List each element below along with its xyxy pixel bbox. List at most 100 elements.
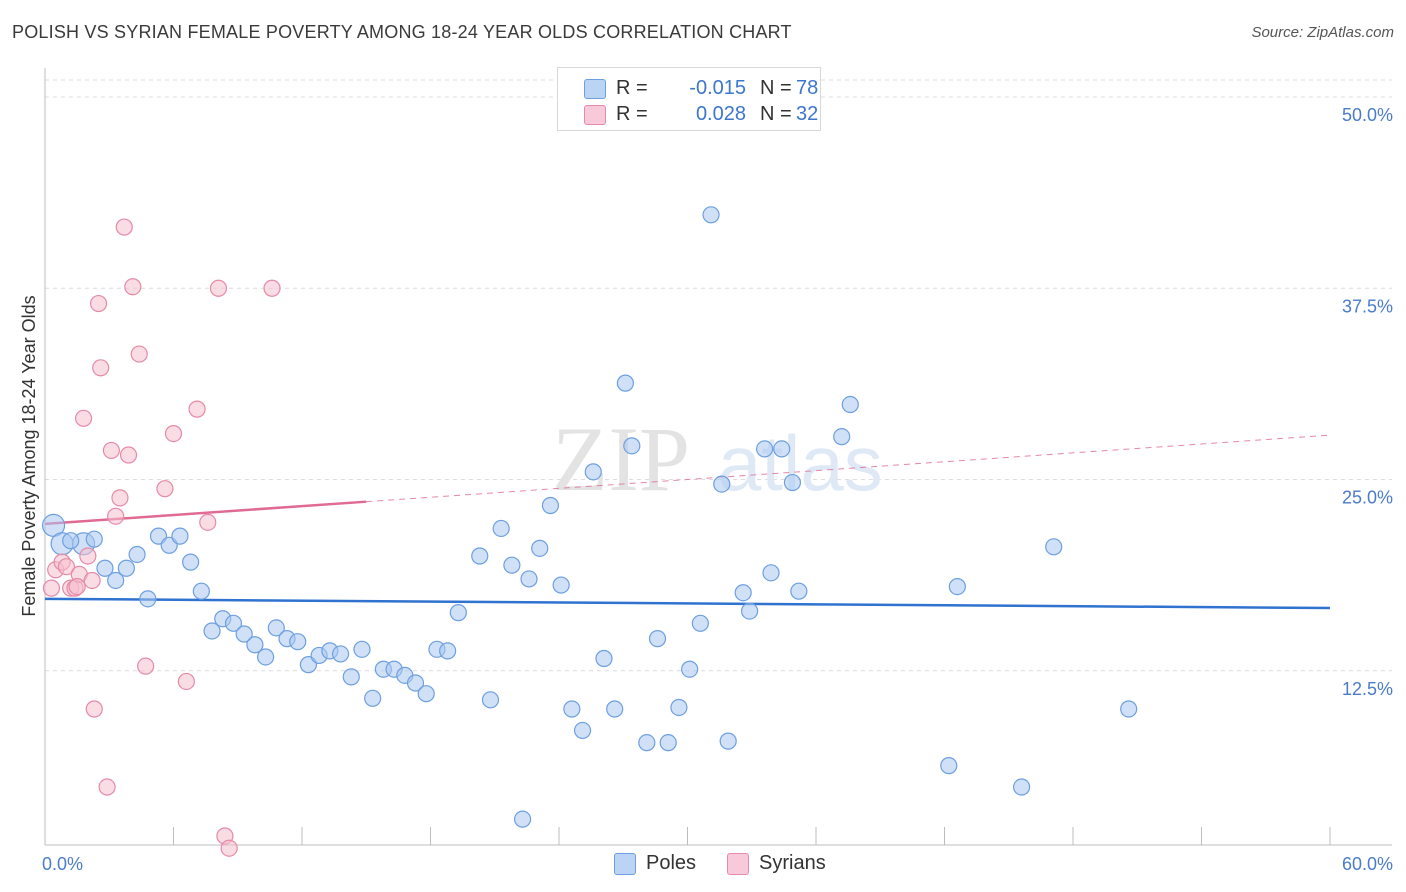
data-point-syrians <box>220 839 238 857</box>
data-point-poles <box>492 519 510 538</box>
data-point-poles <box>659 734 677 752</box>
data-point-poles <box>342 668 360 686</box>
data-point-poles <box>541 496 560 515</box>
data-point-syrians <box>130 345 148 363</box>
data-point-poles <box>552 576 570 594</box>
data-point-poles <box>364 689 382 707</box>
data-point-poles <box>417 685 435 703</box>
legend-swatch-poles <box>584 79 606 99</box>
data-point-syrians <box>42 579 61 597</box>
data-point-poles <box>520 570 538 588</box>
data-point-poles <box>584 463 602 481</box>
x-tick-label-min: 0.0% <box>42 854 83 874</box>
data-point-poles <box>734 584 752 602</box>
data-point-syrians <box>209 279 228 297</box>
data-point-poles <box>531 539 549 557</box>
legend-r-label: R = <box>616 77 648 99</box>
data-point-poles <box>139 590 157 608</box>
data-point-poles <box>616 374 634 392</box>
axes <box>44 68 1392 846</box>
data-point-syrians <box>124 278 142 296</box>
data-point-poles <box>171 527 189 545</box>
legend-n-value-syrians: 32 <box>796 103 819 125</box>
data-point-syrians <box>156 480 174 498</box>
data-point-poles <box>289 633 307 651</box>
data-point-poles <box>449 604 467 622</box>
data-points <box>41 206 1138 857</box>
bottom-legend-swatch-syrians <box>727 853 749 875</box>
data-point-poles <box>267 619 285 637</box>
bottom-legend-swatch-poles <box>614 853 636 875</box>
trend-lines <box>44 434 1331 610</box>
data-point-syrians <box>188 400 206 418</box>
data-point-syrians <box>119 446 138 464</box>
data-point-syrians <box>102 441 120 460</box>
y-tick-label: 12.5% <box>1342 679 1393 699</box>
data-point-poles <box>606 700 624 718</box>
legend-n-value-poles: 78 <box>796 77 819 99</box>
data-point-poles <box>353 640 371 658</box>
data-point-poles <box>755 440 774 458</box>
trend-line-dashed-syrians <box>366 434 1331 503</box>
data-point-poles <box>833 428 851 446</box>
legend-n-label: N = <box>760 77 792 99</box>
data-point-poles <box>503 556 521 574</box>
watermark-atlas: atlas <box>718 419 883 507</box>
data-point-syrians <box>177 672 195 691</box>
data-point-poles <box>331 645 350 663</box>
data-point-syrians <box>57 558 76 576</box>
x-tick-label-max: 60.0% <box>1342 854 1393 874</box>
data-point-poles <box>513 810 532 828</box>
data-point-syrians <box>89 294 108 313</box>
data-point-poles <box>439 642 457 660</box>
data-point-poles <box>790 582 808 600</box>
data-point-poles <box>235 625 253 643</box>
y-tick-label: 50.0% <box>1342 105 1393 125</box>
trend-line-poles <box>44 597 1331 610</box>
bottom-legend-label-poles: Poles <box>646 852 697 874</box>
data-point-poles <box>1012 778 1031 796</box>
data-point-poles <box>406 674 425 692</box>
data-point-poles <box>948 577 966 596</box>
data-point-poles <box>773 440 791 458</box>
data-point-poles <box>117 559 135 577</box>
data-point-poles <box>702 206 720 224</box>
data-point-poles <box>563 700 581 718</box>
data-point-poles <box>741 602 759 620</box>
data-point-poles <box>182 553 200 571</box>
data-point-poles <box>1045 538 1063 556</box>
legend-r-label: R = <box>616 103 648 125</box>
data-point-syrians <box>68 577 86 596</box>
data-point-syrians <box>83 571 101 590</box>
data-point-poles <box>638 734 656 752</box>
data-point-poles <box>691 614 709 632</box>
data-point-poles <box>203 622 221 640</box>
legend-n-label: N = <box>760 103 792 125</box>
data-point-poles <box>713 475 731 493</box>
data-point-poles <box>481 691 500 709</box>
data-point-syrians <box>115 218 133 236</box>
correlation-legend: R = -0.015 N = 78 R = 0.028 N = 32 <box>557 67 821 131</box>
data-point-poles <box>783 473 802 492</box>
legend-r-value-syrians: 0.028 <box>695 103 746 125</box>
data-point-poles <box>471 547 489 565</box>
trend-line-syrians <box>44 500 367 526</box>
chart-title: POLISH VS SYRIAN FEMALE POVERTY AMONG 18… <box>12 22 792 42</box>
data-point-syrians <box>107 507 125 525</box>
legend-swatch-syrians <box>584 105 606 125</box>
data-point-syrians <box>74 409 93 427</box>
bottom-legend-label-syrians: Syrians <box>759 852 826 874</box>
data-point-poles <box>719 732 737 750</box>
y-tick-label: 25.0% <box>1342 488 1393 508</box>
y-axis-label: Female Poverty Among 18-24 Year Olds <box>19 295 39 616</box>
data-point-poles <box>648 630 667 648</box>
data-point-poles <box>940 757 958 775</box>
data-point-syrians <box>79 547 97 565</box>
tick-labels: 12.5% 25.0% 37.5% 50.0% 0.0% 60.0% <box>42 105 1393 874</box>
data-point-poles <box>62 532 80 550</box>
watermark-zip: ZIP <box>552 408 690 510</box>
data-point-poles <box>670 698 688 717</box>
data-point-poles <box>85 530 103 548</box>
source-credit: Source: ZipAtlas.com <box>1251 24 1394 41</box>
y-tick-label: 37.5% <box>1342 296 1393 316</box>
